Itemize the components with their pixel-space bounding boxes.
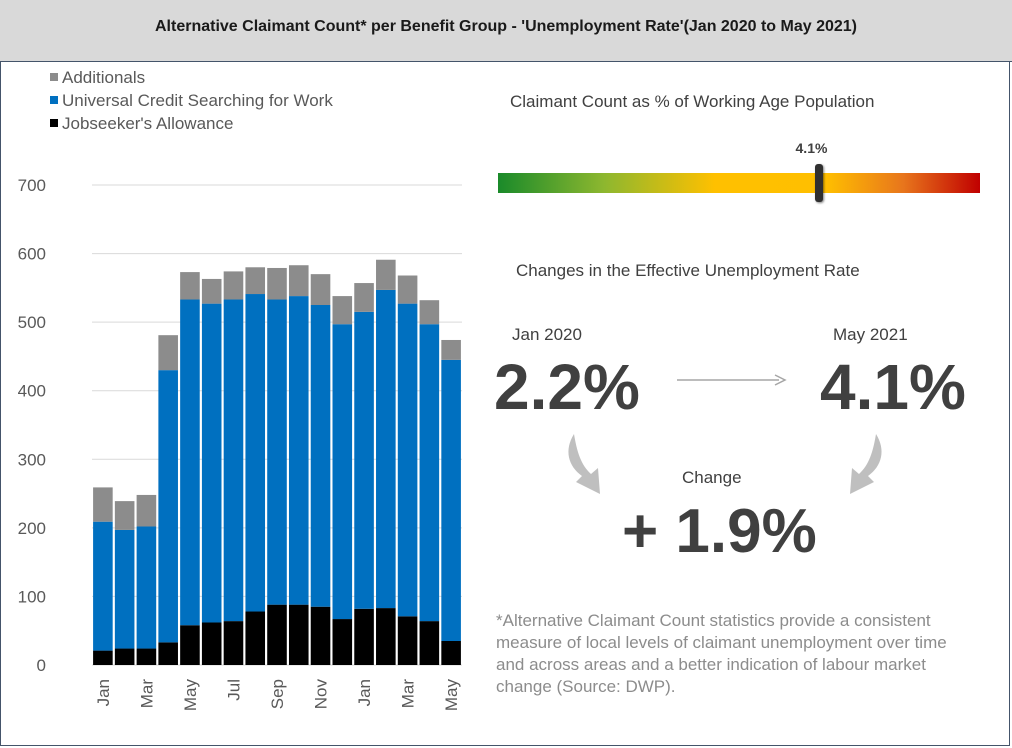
bar-segment <box>114 529 135 649</box>
bar-segment <box>267 299 287 605</box>
bar-segment <box>419 300 440 325</box>
legend-label: Additionals <box>62 68 145 87</box>
footnote: *Alternative Claimant Count statistics p… <box>496 611 947 696</box>
y-tick-label: 0 <box>37 656 46 675</box>
bar-segment <box>136 648 157 665</box>
x-tick-label: Jul <box>224 679 243 701</box>
stacked-bar-chart: 0 100 200 300 400 500 600 700 Jan Mar May Jul Sep Nov… <box>18 68 462 712</box>
end-rate-value: 4.1% <box>820 351 966 423</box>
bar-segment <box>441 359 461 641</box>
gauge-label: Claimant Count as % of Working Age Popul… <box>510 92 875 111</box>
x-tick-label: Jan <box>94 679 113 706</box>
change-label: Change <box>682 468 742 487</box>
bar-segment <box>136 526 157 649</box>
gauge-marker-label: 4.1% <box>795 140 828 156</box>
bar-segment <box>354 283 374 312</box>
start-period-label: Jan 2020 <box>512 325 582 344</box>
start-rate-value: 2.2% <box>494 351 640 423</box>
x-tick-label: May <box>442 679 461 712</box>
bar-segment <box>332 619 353 665</box>
right-arrow-icon <box>677 374 787 386</box>
bar-segment <box>310 274 331 305</box>
bar-segment <box>267 267 287 300</box>
bar-segment <box>397 616 418 665</box>
bar-segment <box>180 625 200 665</box>
bar-segment <box>288 604 309 665</box>
bar-segment <box>376 608 396 665</box>
curved-arrow-left-icon <box>568 434 600 494</box>
bar-segment <box>310 305 331 607</box>
x-tick-label: Mar <box>399 679 418 709</box>
bar-segment <box>354 608 374 665</box>
gauge-marker <box>814 164 823 202</box>
end-period-label: May 2021 <box>833 325 908 344</box>
changes-title: Changes in the Effective Unemployment Ra… <box>516 261 860 280</box>
change-value: + 1.9% <box>622 497 817 566</box>
bar-segment <box>201 278 222 304</box>
gauge-bar <box>498 173 980 193</box>
bar-segment <box>180 299 200 626</box>
bar-segment <box>245 267 266 295</box>
summary-panel: Claimant Count as % of Working Age Popul… <box>470 62 1010 748</box>
bar-segment <box>180 272 200 300</box>
bar-segment <box>93 521 113 651</box>
bar-segment <box>376 289 396 609</box>
x-tick-label: May <box>181 679 200 712</box>
bar-segment <box>397 275 418 304</box>
bar-segment <box>223 271 244 300</box>
bar-segment <box>93 650 113 665</box>
y-tick-label: 200 <box>18 519 46 538</box>
y-tick-label: 400 <box>18 382 46 401</box>
bar-segment <box>201 303 222 623</box>
legend-label: Jobseeker's Allowance <box>62 114 233 133</box>
bar-segment <box>354 311 374 609</box>
bar-segment <box>93 487 113 522</box>
bar-segment <box>332 296 353 325</box>
x-tick-label: Nov <box>312 679 331 710</box>
bar-segment <box>332 324 353 620</box>
bar-segment <box>419 324 440 622</box>
bar-segment <box>158 370 178 643</box>
header-bar: Alternative Claimant Count* per Benefit … <box>0 0 1012 62</box>
x-tick-label: Sep <box>268 679 287 709</box>
bar-segment <box>441 339 461 360</box>
y-tick-label: 500 <box>18 313 46 332</box>
legend-swatch <box>50 73 58 81</box>
bar-segment <box>158 642 178 665</box>
bar-segment <box>441 641 461 665</box>
bar-segment <box>114 501 135 530</box>
y-tick-label: 700 <box>18 176 46 195</box>
bar-segment <box>310 606 331 665</box>
bar-segment <box>114 648 135 665</box>
bar-segment <box>136 494 157 527</box>
bar-segment <box>419 621 440 665</box>
curved-arrow-right-icon <box>850 434 882 494</box>
x-tick-label: Jan <box>355 679 374 706</box>
bar-segment <box>245 611 266 665</box>
x-tick-label: Mar <box>137 679 156 709</box>
y-tick-label: 300 <box>18 450 46 469</box>
y-tick-label: 100 <box>18 587 46 606</box>
legend-swatch <box>50 96 58 104</box>
legend-label: Universal Credit Searching for Work <box>62 91 333 110</box>
y-tick-label: 600 <box>18 245 46 264</box>
bar-segment <box>223 299 244 622</box>
bar-segment <box>158 335 178 371</box>
bar-segment <box>397 303 418 617</box>
page-title: Alternative Claimant Count* per Benefit … <box>155 18 857 35</box>
legend-swatch <box>50 119 58 127</box>
bar-segment <box>288 296 309 605</box>
bar-segment <box>245 294 266 612</box>
bar-segment <box>376 259 396 290</box>
bar-segment <box>267 604 287 665</box>
bar-segment <box>288 265 309 297</box>
bar-segment <box>223 621 244 665</box>
bar-segment <box>201 622 222 665</box>
